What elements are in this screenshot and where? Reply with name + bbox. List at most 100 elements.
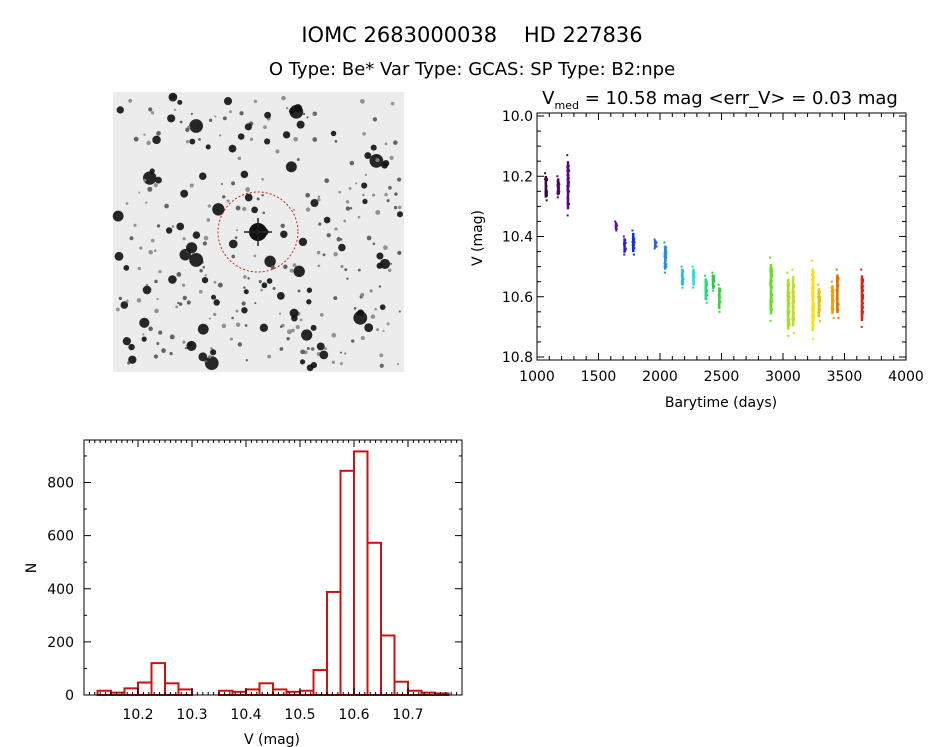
star [150, 238, 155, 243]
star [357, 268, 361, 272]
star [397, 177, 402, 182]
star [226, 199, 230, 203]
star [153, 249, 157, 253]
data-point [653, 247, 656, 250]
data-point [705, 301, 708, 304]
star [261, 282, 268, 289]
star [139, 246, 143, 250]
star [362, 131, 367, 136]
star [387, 268, 392, 272]
y-tick-label: 200 [47, 635, 74, 651]
y-tick-label: 10.8 [502, 350, 533, 366]
star [372, 242, 376, 246]
data-point [769, 256, 772, 259]
star [270, 265, 275, 270]
star [361, 182, 368, 189]
star [179, 120, 183, 124]
star [208, 354, 212, 359]
star [127, 361, 131, 365]
star [204, 274, 208, 277]
star [279, 347, 284, 351]
star [253, 254, 257, 258]
star [167, 114, 176, 123]
star [153, 183, 158, 188]
star [229, 110, 232, 114]
star [235, 322, 241, 327]
star [376, 328, 380, 332]
histogram-xlabel: V (mag) [244, 732, 300, 747]
star [345, 200, 350, 204]
plot-frame [83, 439, 463, 696]
star [334, 227, 338, 231]
y-tick-label: 10.4 [502, 230, 533, 246]
star [360, 336, 365, 341]
star [394, 192, 398, 196]
star [286, 337, 290, 341]
star [285, 161, 297, 173]
star [222, 116, 227, 121]
star [266, 278, 273, 284]
x-tick-label: 3500 [827, 369, 863, 385]
star [301, 329, 313, 341]
star [393, 140, 398, 145]
star [235, 228, 239, 232]
star [361, 293, 365, 296]
data-point [818, 319, 821, 322]
star [281, 95, 286, 101]
star [355, 182, 358, 185]
data-point [663, 241, 666, 244]
star [397, 205, 402, 210]
star [247, 277, 250, 280]
star [362, 193, 365, 197]
star [164, 203, 169, 209]
data-point [711, 289, 714, 292]
x-tick-label: 10.2 [122, 707, 153, 723]
star [245, 359, 249, 362]
data-cluster [692, 268, 695, 286]
star [345, 206, 351, 211]
star [349, 160, 355, 166]
y-tick-label: 10.2 [502, 169, 533, 185]
star [260, 288, 263, 292]
star [244, 324, 248, 327]
star [189, 183, 194, 188]
star [299, 318, 303, 322]
data-cluster [614, 222, 618, 230]
star [128, 343, 135, 351]
star [116, 106, 124, 114]
star [375, 158, 380, 163]
star [322, 253, 326, 257]
star [306, 347, 310, 351]
star [285, 106, 289, 110]
star [298, 237, 308, 247]
star [204, 356, 219, 371]
star [349, 206, 353, 210]
figure-title: IOMC 2683000038 HD 227836 [301, 23, 642, 47]
y-tick-label: 600 [47, 529, 74, 545]
star [390, 101, 395, 106]
data-cluster [711, 274, 715, 289]
star [263, 125, 267, 130]
x-tick-label: 10.5 [284, 707, 315, 723]
star [324, 178, 330, 184]
star [115, 307, 120, 312]
star [353, 310, 368, 325]
x-tick-label: 1000 [519, 369, 555, 385]
star [393, 205, 398, 210]
data-point [769, 319, 772, 322]
x-tick-label: 10.4 [230, 707, 261, 723]
star [123, 265, 130, 271]
x-tick-label: 2500 [704, 369, 740, 385]
finding-chart-image [112, 92, 404, 372]
star [330, 130, 337, 137]
data-point [704, 274, 707, 277]
data-point [860, 268, 863, 271]
star [317, 197, 321, 202]
star [384, 192, 388, 197]
star [386, 322, 390, 326]
data-point [786, 271, 789, 274]
data-point [663, 271, 666, 274]
data-point [680, 265, 683, 268]
star [154, 279, 158, 284]
star [185, 127, 190, 133]
